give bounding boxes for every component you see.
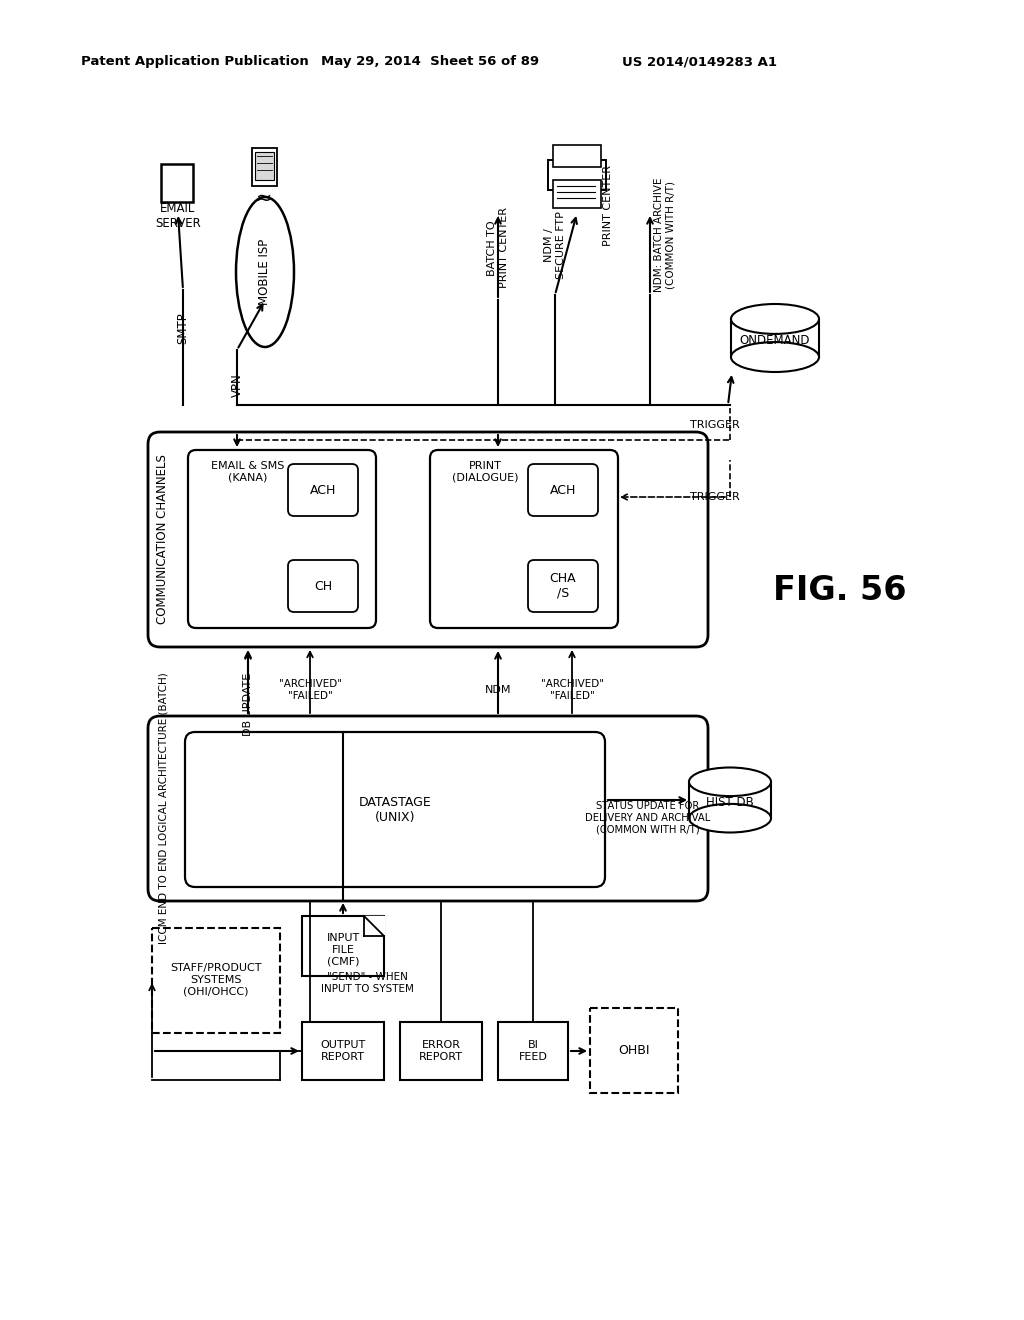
- Text: FIG. 56: FIG. 56: [773, 573, 906, 606]
- Bar: [255, 152, 274, 180]
- FancyBboxPatch shape: [528, 560, 598, 612]
- Polygon shape: [364, 916, 384, 936]
- Text: ONDEMAND: ONDEMAND: [739, 334, 810, 347]
- Text: PRINT
(DIALOGUE): PRINT (DIALOGUE): [452, 461, 518, 483]
- Text: COMMUNICATION CHANNELS: COMMUNICATION CHANNELS: [157, 454, 170, 624]
- Bar: [689, 781, 771, 818]
- Text: ACH: ACH: [550, 483, 577, 496]
- Text: "ARCHIVED"
"FAILED": "ARCHIVED" "FAILED": [541, 680, 603, 701]
- Text: PRINT CENTER: PRINT CENTER: [603, 165, 613, 246]
- Text: STATUS UPDATE FOR
DELIVERY AND ARCHIVAL
(COMMON WITH R/T): STATUS UPDATE FOR DELIVERY AND ARCHIVAL …: [586, 801, 711, 834]
- Text: OHBI: OHBI: [618, 1044, 650, 1056]
- Text: INPUT
FILE
(CMF): INPUT FILE (CMF): [327, 933, 359, 966]
- Text: TRIGGER: TRIGGER: [690, 492, 739, 502]
- Bar: [302, 916, 384, 975]
- Ellipse shape: [731, 304, 819, 334]
- Bar: [302, 1022, 384, 1080]
- FancyBboxPatch shape: [288, 465, 358, 516]
- FancyBboxPatch shape: [288, 560, 358, 612]
- FancyBboxPatch shape: [528, 465, 598, 516]
- FancyBboxPatch shape: [148, 715, 708, 902]
- Text: ACH: ACH: [310, 483, 336, 496]
- FancyBboxPatch shape: [185, 733, 605, 887]
- Text: Patent Application Publication: Patent Application Publication: [81, 55, 309, 69]
- Bar: [498, 1022, 568, 1080]
- Text: EMAIL & SMS
(KANA): EMAIL & SMS (KANA): [211, 461, 285, 483]
- FancyBboxPatch shape: [430, 450, 618, 628]
- Text: SMTP: SMTP: [176, 312, 189, 345]
- Text: NDM: NDM: [484, 685, 511, 696]
- Ellipse shape: [236, 197, 294, 347]
- Text: ICCM END TO END LOGICAL ARCHITECTURE (BATCH): ICCM END TO END LOGICAL ARCHITECTURE (BA…: [158, 673, 168, 944]
- Bar: [553, 145, 601, 168]
- Text: MOBILE ISP: MOBILE ISP: [258, 239, 271, 305]
- Ellipse shape: [731, 342, 819, 372]
- Text: OUTPUT
REPORT: OUTPUT REPORT: [321, 1040, 366, 1061]
- Text: US 2014/0149283 A1: US 2014/0149283 A1: [623, 55, 777, 69]
- Bar: [590, 1008, 678, 1093]
- Text: BI
FEED: BI FEED: [518, 1040, 548, 1061]
- Ellipse shape: [689, 804, 771, 833]
- Text: NDM: BATCH ARCHIVE
(COMMON WITH R/T): NDM: BATCH ARCHIVE (COMMON WITH R/T): [654, 178, 676, 292]
- Text: CH: CH: [314, 579, 332, 593]
- Text: CHA
/S: CHA /S: [550, 572, 577, 601]
- Text: VPN: VPN: [230, 374, 244, 397]
- FancyBboxPatch shape: [148, 432, 708, 647]
- Bar: [162, 165, 193, 172]
- Text: STAFF/PRODUCT
SYSTEMS
(OHI/OHCC): STAFF/PRODUCT SYSTEMS (OHI/OHCC): [170, 964, 262, 997]
- Bar: [548, 160, 606, 190]
- Bar: [400, 1022, 482, 1080]
- Text: "SEND" - WHEN
INPUT TO SYSTEM: "SEND" - WHEN INPUT TO SYSTEM: [321, 973, 414, 994]
- Ellipse shape: [689, 767, 771, 796]
- Bar: [162, 191, 193, 199]
- Text: DATASTAGE
(UNIX): DATASTAGE (UNIX): [358, 796, 431, 824]
- Bar: [731, 319, 819, 356]
- Text: ERROR
REPORT: ERROR REPORT: [419, 1040, 463, 1061]
- Text: ≈: ≈: [256, 189, 272, 207]
- Bar: [553, 180, 601, 209]
- Bar: [152, 928, 280, 1034]
- Text: May 29, 2014  Sheet 56 of 89: May 29, 2014 Sheet 56 of 89: [321, 55, 539, 69]
- Text: HIST DB: HIST DB: [707, 796, 754, 809]
- Text: NDM /
SECURE FTP: NDM / SECURE FTP: [544, 211, 566, 279]
- Bar: [252, 148, 278, 186]
- FancyBboxPatch shape: [188, 450, 376, 628]
- Text: TRIGGER: TRIGGER: [690, 420, 739, 430]
- Bar: [162, 174, 193, 181]
- Text: BATCH TO
PRINT CENTER: BATCH TO PRINT CENTER: [487, 207, 509, 289]
- Text: DB UPDATE: DB UPDATE: [243, 672, 253, 735]
- Text: EMAIL
SERVER: EMAIL SERVER: [155, 202, 201, 230]
- Text: "ARCHIVED"
"FAILED": "ARCHIVED" "FAILED": [279, 680, 341, 701]
- Bar: [162, 183, 193, 190]
- Bar: [161, 164, 193, 202]
